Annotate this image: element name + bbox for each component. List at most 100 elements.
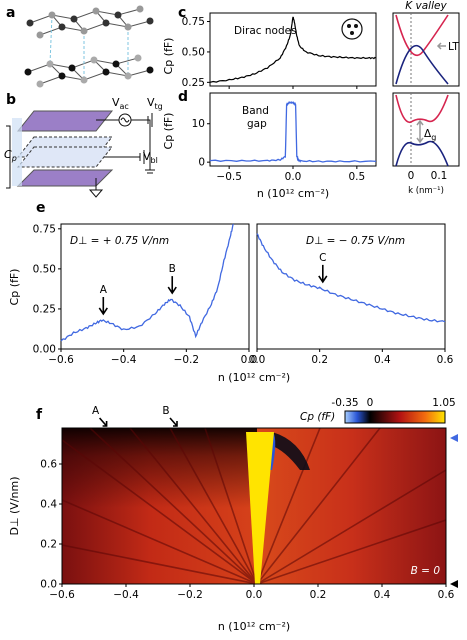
top-line-marker-icon <box>450 434 458 442</box>
x-tick-label: 0.2 <box>311 354 328 366</box>
band-inset-c <box>392 12 460 87</box>
panel-c-trace <box>209 16 377 83</box>
k-tick-01: 0.1 <box>431 170 448 182</box>
x-tick-label: −0.2 <box>174 354 200 366</box>
f-marker-label-a: A <box>92 405 100 417</box>
x-tick-label: 0.0 <box>249 354 266 366</box>
y-tick-label: 0.0 <box>40 579 57 591</box>
panel-e-xlabel: n (10¹² cm⁻²) <box>218 371 290 384</box>
y-tick-label: 0.50 <box>182 46 205 58</box>
panel-d-label: d <box>178 89 188 105</box>
lattice-atoms <box>24 5 154 88</box>
valence-band-c <box>395 44 449 85</box>
band-inset-d <box>392 92 460 167</box>
arrow-diagonal-icon <box>98 417 108 427</box>
amplifier-icon <box>88 178 104 198</box>
ground-icon <box>145 160 155 174</box>
panel-e-ylabel: Cp (fF) <box>8 269 21 306</box>
gap-label: Δg <box>424 128 436 142</box>
top-gate-plate <box>16 110 114 132</box>
x-tick-label: −0.5 <box>216 171 242 183</box>
band-gap-label-line2: gap <box>247 118 267 130</box>
colorbar-label: Cp (fF) <box>300 411 335 423</box>
x-tick-label: 0.5 <box>348 171 365 183</box>
marker-label-b: B <box>169 263 176 275</box>
x-tick-label: 0.4 <box>374 354 391 366</box>
x-tick-label: 0.0 <box>241 354 258 366</box>
x-tick-label: −0.6 <box>49 589 75 601</box>
panel-a: a <box>6 5 154 88</box>
panel-e-left-trace <box>60 223 234 342</box>
y-tick-label: 0.75 <box>182 16 205 28</box>
b-field-label: B = 0 <box>411 565 441 577</box>
k-axis-label: k (nm⁻¹) <box>408 186 444 196</box>
k-valley-label: K valley <box>405 0 447 12</box>
lt-label: LT <box>448 41 459 53</box>
panel-b: b Vac Vtg Vbl Cp <box>4 92 163 198</box>
x-tick-label: 0.4 <box>374 589 391 601</box>
gap-arrow-icon <box>416 119 424 144</box>
panel-e-right-trace <box>256 233 446 323</box>
panel-c-label: c <box>178 5 186 21</box>
cp-label: Cp <box>4 148 17 163</box>
sample-plate-lower <box>16 146 114 168</box>
arrow-down-icon <box>318 264 328 284</box>
y-tick-label: 0.75 <box>33 223 56 235</box>
y-tick-label: 0.25 <box>33 303 56 315</box>
y-tick-label: 0.25 <box>182 77 205 89</box>
dielectric-region <box>12 118 22 186</box>
x-tick-label: −0.4 <box>113 589 139 601</box>
circuit-wires <box>96 119 151 160</box>
colorbar-tick-zero: 0 <box>367 397 374 409</box>
colorbar-tick-min: -0.35 <box>331 397 358 409</box>
x-tick-label: −0.2 <box>177 589 203 601</box>
arrow-down-icon <box>98 296 108 316</box>
panel-d-trace <box>209 100 377 163</box>
panel-e: e −0.6 −0.4 −0.2 0.0 0.00 0.25 0.50 0.75 0.0 0.2 0… <box>8 200 454 384</box>
marker-label-a: A <box>100 284 108 296</box>
panel-b-label: b <box>6 92 16 108</box>
x-tick-label: 0.2 <box>310 589 327 601</box>
gap-region <box>246 432 274 584</box>
colorbar <box>344 410 446 424</box>
x-tick-label: 0.6 <box>438 589 455 601</box>
panel-a-label: a <box>6 5 15 21</box>
x-tick-label: −0.6 <box>48 354 74 366</box>
heatmap <box>62 428 446 584</box>
y-tick-label: 0.50 <box>33 263 56 275</box>
cp-bracket <box>6 125 11 189</box>
k-tick-0: 0 <box>408 170 415 182</box>
y-tick-label: 0 <box>198 157 205 169</box>
conduction-band-c <box>395 14 449 56</box>
panel-f-xlabel: n (10¹² cm⁻²) <box>218 620 290 633</box>
y-tick-label: 0.2 <box>40 539 57 551</box>
panel-e-left-frame <box>60 223 250 350</box>
panel-e-right-frame <box>256 223 446 350</box>
panel-e-right-title: D⊥ = − 0.75 V/nm <box>306 235 405 247</box>
back-gate-plate <box>16 169 114 187</box>
x-tick-label: 0.0 <box>246 589 263 601</box>
heatmap-fan-lines <box>62 428 446 584</box>
panel-d: d −0.5 0.0 0.5 0 10 Band gap Cp (fF) n (10¹²… <box>162 89 460 200</box>
v-ac-label: Vac <box>112 96 129 111</box>
x-tick-label: −0.4 <box>111 354 137 366</box>
v-tg-label: Vtg <box>147 96 163 111</box>
bilayer-graphene-lattice-icon <box>27 8 151 85</box>
y-tick-label: 0.6 <box>40 459 57 471</box>
colorbar-tick-max: 1.05 <box>432 397 455 409</box>
x-tick-label: 0.0 <box>285 171 302 183</box>
bottom-line-marker-icon <box>450 580 458 588</box>
panel-f-label: f <box>36 407 43 423</box>
valence-band-d <box>395 140 449 167</box>
v-bl-label: Vbl <box>143 150 158 165</box>
panel-d-ylabel: Cp (fF) <box>162 113 175 150</box>
dirac-nodes-label: Dirac nodes <box>234 25 297 37</box>
marker-label-c: C <box>319 252 326 264</box>
arrow-down-icon <box>167 276 177 295</box>
x-tick-label: 0.6 <box>437 354 454 366</box>
panel-c: c 0.25 0.50 0.75 Dirac nodes Cp (fF) K val… <box>162 0 460 89</box>
y-tick-label: 10 <box>192 118 205 130</box>
conduction-band-d <box>395 94 449 124</box>
arrow-diagonal-icon <box>169 417 178 427</box>
